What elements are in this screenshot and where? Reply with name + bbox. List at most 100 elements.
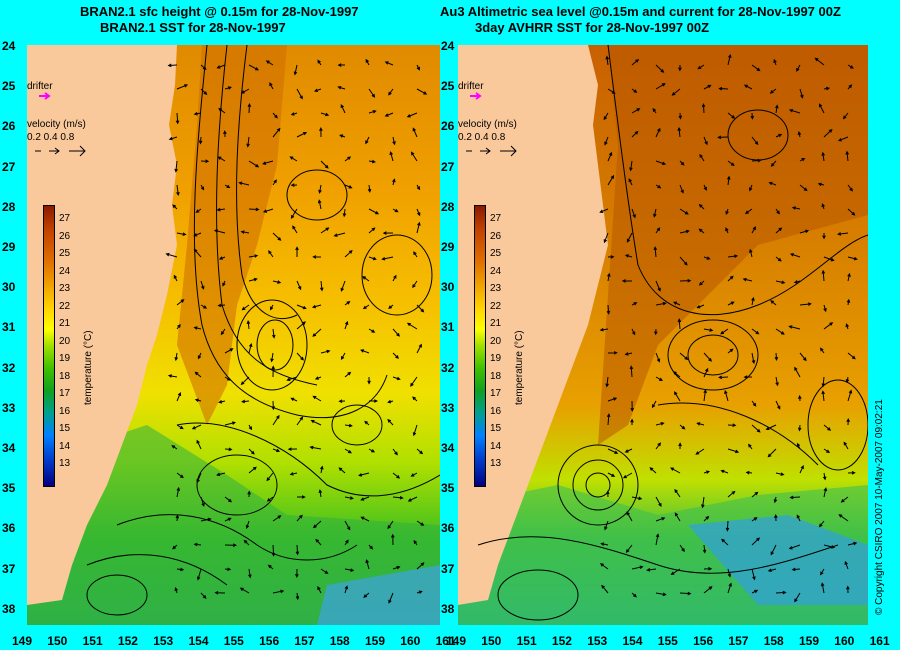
velocity-arrow [823,424,832,431]
velocity-arrow [847,471,856,475]
velocity-arrow [416,448,424,455]
velocity-arrow [360,496,370,501]
velocity-arrow [240,376,250,386]
velocity-arrow [344,249,353,258]
y-axis-tick-label: 30 [441,280,455,295]
velocity-arrow [344,320,349,330]
velocity-arrow [847,64,854,69]
velocity-arrow [388,592,394,604]
velocity-arrow [774,352,779,361]
velocity-arrow [176,486,181,498]
velocity-arrow [248,254,259,258]
velocity-arrow [243,539,250,546]
land-mass [27,45,177,605]
velocity-arrow [318,489,323,498]
colorbar-tick-label: 13 [59,458,71,469]
velocity-arrow [701,496,705,509]
y-axis-tick-label: 32 [2,360,16,375]
velocity-arrow [751,158,762,163]
velocity-arrow [200,517,212,522]
velocity-arrow [410,472,418,477]
velocity-arrow [262,208,274,213]
velocity-arrow [416,343,422,354]
velocity-arrow [629,160,633,172]
velocity-arrow [607,88,616,94]
velocity-arrow [655,280,661,292]
velocity-arrow [174,587,178,594]
velocity-arrow [320,349,331,354]
velocity-arrow [788,544,801,550]
velocity-arrow [670,568,681,576]
velocity-arrow [241,399,250,404]
velocity-arrow [720,328,729,335]
velocity-arrow [767,448,777,458]
y-axis-tick-label: 36 [2,521,16,536]
velocity-arrow [775,400,781,410]
temperature-colorbar [43,205,55,487]
velocity-arrow [631,565,644,570]
cold-water-patch [317,565,440,625]
velocity-arrow [224,543,237,548]
x-axis-tick-label: 150 [481,634,502,648]
velocity-arrow [216,64,226,69]
y-axis-tick-label: 38 [441,601,455,616]
velocity-arrow [788,325,801,330]
y-axis-tick-label: 33 [2,400,16,415]
velocity-arrow [412,424,418,437]
velocity-arrow [174,352,179,362]
velocity-arrow [799,302,812,306]
velocity-arrow [315,538,322,546]
velocity-arrow [340,103,346,114]
velocity-arrow [320,568,329,574]
velocity-arrow [248,568,252,579]
x-axis-tick-label: 160 [400,634,421,648]
velocity-arrow [743,84,753,90]
x-axis-tick-label: 152 [551,634,572,648]
velocity-arrow [271,544,276,557]
velocity-arrow [679,160,685,166]
velocity-arrow [344,585,349,594]
x-axis-tick-label: 155 [657,634,678,648]
velocity-arrow [799,88,804,99]
velocity-arrow [823,304,827,313]
velocity-arrow [725,227,729,234]
velocity-arrow [392,472,401,479]
velocity-arrow [175,514,180,522]
velocity-arrow [412,396,418,402]
velocity-arrow [368,227,376,234]
velocity-arrow [218,256,226,260]
velocity-arrow [272,127,281,138]
velocity-arrow [797,424,802,432]
velocity-arrow [368,448,376,453]
velocity-arrow [604,520,609,531]
velocity-arrow [412,280,418,289]
colorbar-unit-label: temperature (°C) [514,330,525,405]
velocity-arrow [698,280,705,286]
x-axis-tick-label: 159 [799,634,820,648]
velocity-arrow [699,153,705,162]
velocity-arrow [368,208,380,215]
y-axis-tick-label: 24 [2,39,16,53]
velocity-arrow [407,496,418,502]
velocity-arrow [200,304,208,309]
velocity-arrow [726,175,731,186]
velocity-arrow [344,423,353,428]
velocity-arrow [392,274,397,282]
velocity-arrow [799,229,810,234]
velocity-arrow [701,103,706,114]
velocity-arrow [272,112,278,119]
velocity-arrow [196,439,202,450]
velocity-arrow [344,496,354,500]
velocity-arrow [791,567,801,572]
y-axis-tick-label: 28 [2,199,16,214]
velocity-arrow [168,136,178,141]
velocity-arrow [200,592,207,599]
x-axis-tick-label: 158 [763,634,784,648]
velocity-arrow [794,592,801,603]
velocity-arrow [365,559,370,570]
velocity-arrow [789,253,801,258]
left-map-panel: drifter velocity (m/s) 0.2 0.4 0.8 27 26 2… [27,45,440,625]
velocity-arrow [344,448,352,454]
velocity-arrow [320,465,324,474]
velocity-arrow [821,203,825,210]
